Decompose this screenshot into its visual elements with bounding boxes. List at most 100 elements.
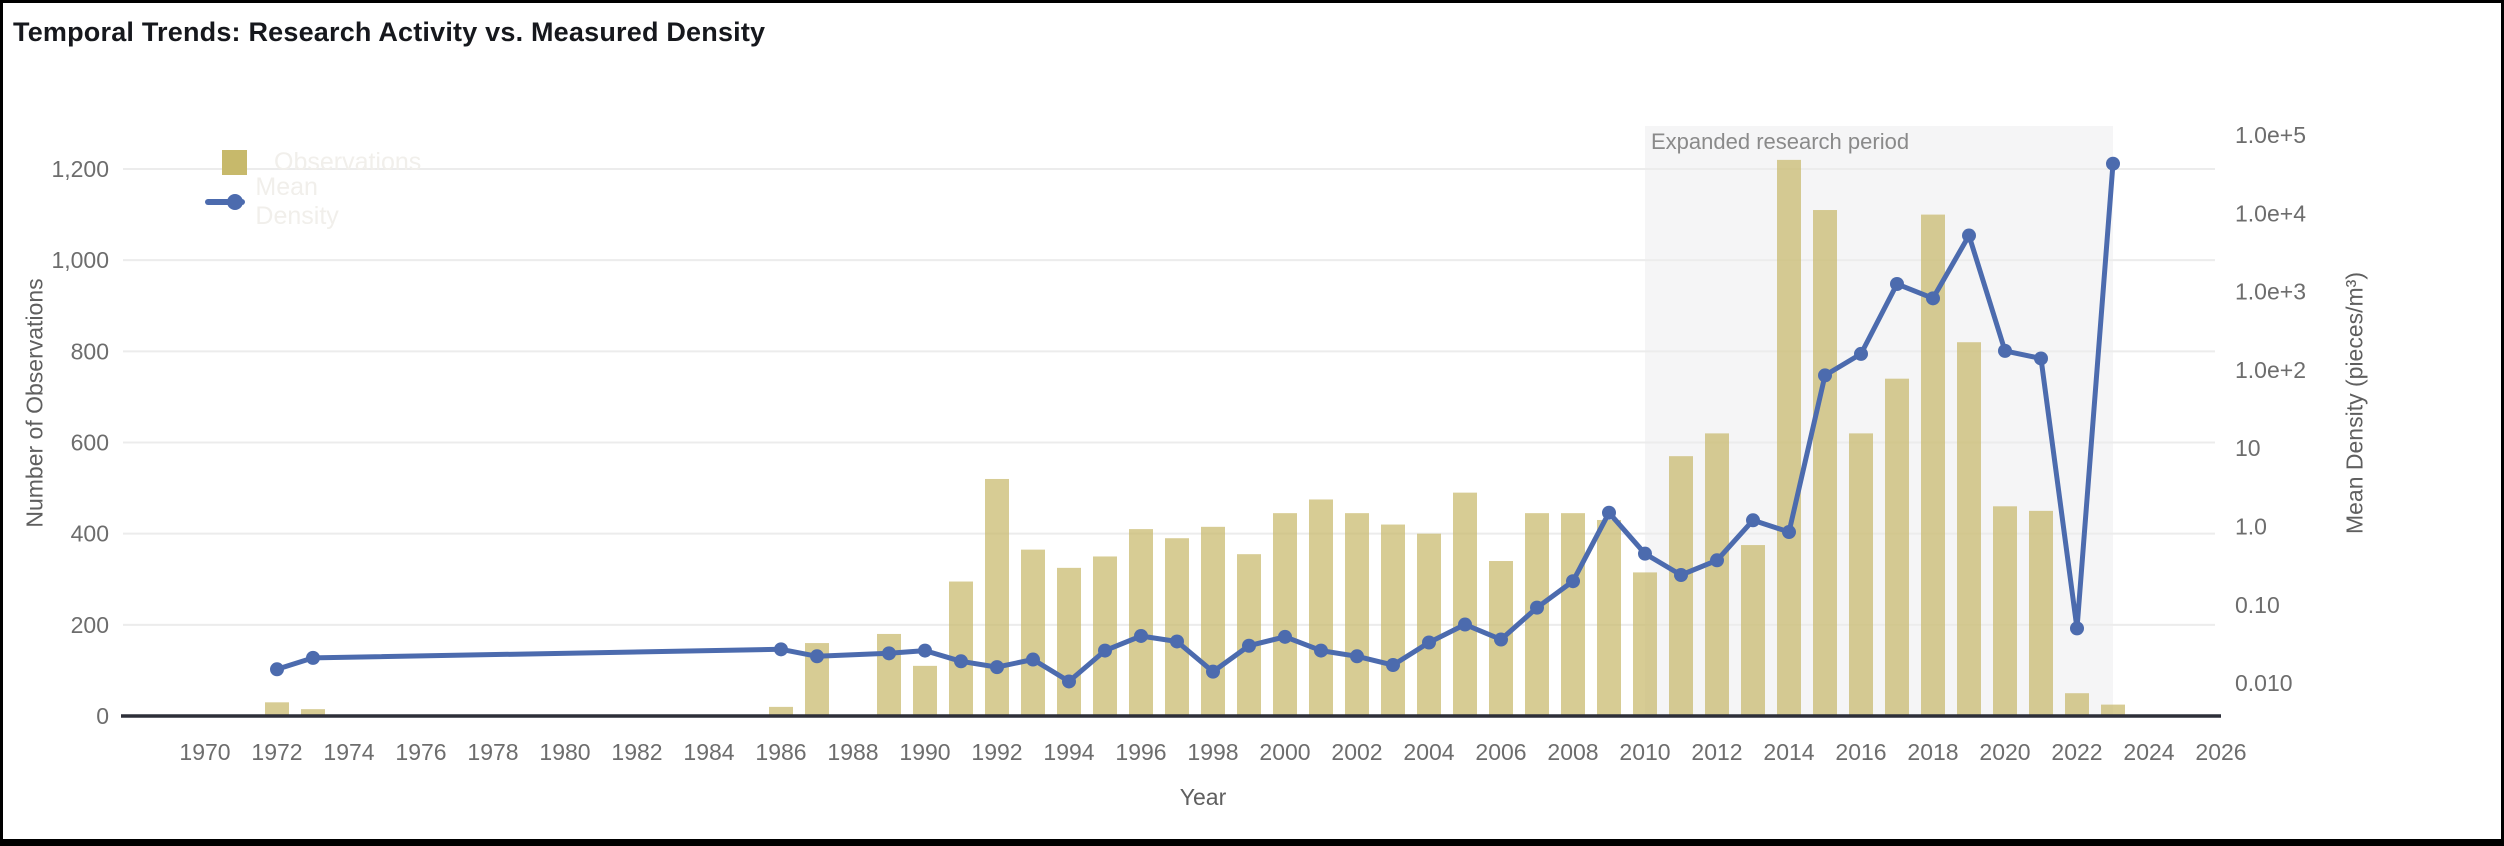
marker-2020 xyxy=(1998,343,2012,358)
marker-2005 xyxy=(1458,617,1472,632)
marker-1999 xyxy=(1242,638,1256,653)
bar-2002 xyxy=(1345,513,1369,716)
marker-2013 xyxy=(1746,513,1760,528)
annotation-label: Expanded research period xyxy=(1651,129,1910,154)
bar-2015 xyxy=(1813,210,1837,716)
gridlines xyxy=(123,168,2215,626)
bar-2005 xyxy=(1453,492,1477,716)
svg-text:1.0: 1.0 xyxy=(2235,514,2267,540)
marker-2004 xyxy=(1422,635,1436,650)
svg-text:1970: 1970 xyxy=(179,739,230,765)
marker-1973 xyxy=(306,650,320,665)
marker-2000 xyxy=(1278,629,1292,644)
svg-text:1996: 1996 xyxy=(1115,739,1166,765)
bar-1997 xyxy=(1165,538,1189,716)
marker-2009 xyxy=(1602,505,1616,520)
svg-text:2026: 2026 xyxy=(2195,739,2246,765)
svg-text:2004: 2004 xyxy=(1403,739,1454,765)
svg-text:2014: 2014 xyxy=(1763,739,1814,765)
mean-density-markers xyxy=(270,156,2120,689)
marker-1991 xyxy=(954,654,968,669)
marker-2006 xyxy=(1494,632,1508,647)
marker-1997 xyxy=(1170,634,1184,649)
svg-text:0.10: 0.10 xyxy=(2235,592,2280,618)
marker-1992 xyxy=(990,660,1004,675)
svg-text:1.0e+2: 1.0e+2 xyxy=(2235,357,2306,383)
svg-text:2016: 2016 xyxy=(1835,739,1886,765)
marker-2001 xyxy=(1314,643,1328,658)
marker-2011 xyxy=(1674,568,1688,583)
marker-1994 xyxy=(1062,674,1076,689)
bar-1999 xyxy=(1237,554,1261,716)
marker-2019 xyxy=(1962,228,1976,243)
svg-text:1,200: 1,200 xyxy=(51,156,109,182)
legend-item-mean-density: Mean Density xyxy=(205,173,358,230)
svg-text:1974: 1974 xyxy=(323,739,374,765)
bar-1989 xyxy=(877,633,901,716)
bar-2014 xyxy=(1777,159,1801,717)
legend-observations-label: Observations xyxy=(274,147,422,176)
bar-1986 xyxy=(769,706,793,716)
marker-1987 xyxy=(810,649,824,664)
marker-2023 xyxy=(2106,156,2120,171)
x-axis-ticks: 1970 1972 1974 1976 1978 1980 1982 1984 1986 1988… xyxy=(179,739,2246,765)
svg-text:10: 10 xyxy=(2235,435,2261,461)
svg-text:2020: 2020 xyxy=(1979,739,2030,765)
svg-text:1.0e+5: 1.0e+5 xyxy=(2235,122,2306,148)
marker-2021 xyxy=(2034,351,2048,366)
bar-2009 xyxy=(1597,519,1621,716)
combo-chart-canvas: 1970 1972 1974 1976 1978 1980 1982 1984 1986 1988… xyxy=(51,122,2306,765)
bar-1996 xyxy=(1129,529,1153,716)
marker-2012 xyxy=(1710,553,1724,568)
svg-text:1988: 1988 xyxy=(827,739,878,765)
right-axis-ticks: 0.010 0.10 1.0 10 1.0e+2 1.0e+3 1.0e+4 1.0e+5 xyxy=(2235,122,2306,696)
svg-text:1990: 1990 xyxy=(899,739,950,765)
bar-1990 xyxy=(913,665,937,716)
x-axis-title: Year xyxy=(1179,784,1227,810)
svg-text:200: 200 xyxy=(71,612,109,638)
marker-2007 xyxy=(1530,600,1544,615)
marker-2008 xyxy=(1566,574,1580,589)
marker-1989 xyxy=(882,646,896,661)
chart-title: Temporal Trends: Research Activity vs. M… xyxy=(13,17,766,47)
marker-2002 xyxy=(1350,649,1364,664)
svg-text:1984: 1984 xyxy=(683,739,734,765)
marker-2003 xyxy=(1386,658,1400,673)
bar-2021 xyxy=(2029,510,2053,716)
left-axis-title: Number of Observations xyxy=(21,278,48,528)
marker-2016 xyxy=(1854,346,1868,361)
bar-1993 xyxy=(1021,549,1045,716)
svg-text:1972: 1972 xyxy=(251,739,302,765)
bar-2020 xyxy=(1993,506,2017,716)
bar-2004 xyxy=(1417,533,1441,716)
bar-2022 xyxy=(2065,693,2089,716)
marker-1998 xyxy=(1206,664,1220,679)
legend-line-dot-icon xyxy=(227,194,243,210)
svg-text:1982: 1982 xyxy=(611,739,662,765)
bar-2010 xyxy=(1633,572,1657,716)
bar-1973 xyxy=(301,709,325,716)
svg-text:400: 400 xyxy=(71,521,109,547)
marker-1986 xyxy=(774,642,788,657)
svg-text:1992: 1992 xyxy=(971,739,1022,765)
svg-text:1976: 1976 xyxy=(395,739,446,765)
svg-text:2018: 2018 xyxy=(1907,739,1958,765)
bar-1991 xyxy=(949,581,973,716)
svg-text:1.0e+3: 1.0e+3 xyxy=(2235,279,2306,305)
svg-text:1.0e+4: 1.0e+4 xyxy=(2235,200,2306,226)
marker-2010 xyxy=(1638,546,1652,561)
svg-text:2010: 2010 xyxy=(1619,739,1670,765)
svg-text:1994: 1994 xyxy=(1043,739,1094,765)
svg-text:1980: 1980 xyxy=(539,739,590,765)
bar-2023 xyxy=(2101,704,2125,716)
bar-1994 xyxy=(1057,567,1081,716)
svg-text:2006: 2006 xyxy=(1475,739,1526,765)
legend-bar-swatch-icon xyxy=(222,149,247,175)
marker-1996 xyxy=(1134,628,1148,643)
bar-2013 xyxy=(1741,545,1765,716)
svg-text:0: 0 xyxy=(96,703,109,729)
bar-1995 xyxy=(1093,556,1117,716)
marker-1995 xyxy=(1098,643,1112,658)
svg-text:2000: 2000 xyxy=(1259,739,1310,765)
marker-1990 xyxy=(918,643,932,658)
